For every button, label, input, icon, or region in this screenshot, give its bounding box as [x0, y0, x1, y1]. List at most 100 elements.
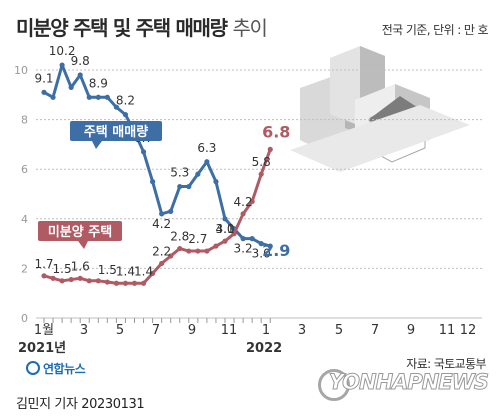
unsold-data-label: 1.5: [53, 262, 72, 276]
unsold-data-label: 2.8: [170, 230, 189, 244]
sales-data-label: 8.9: [89, 76, 108, 90]
sales-point: [213, 179, 219, 185]
sales-point: [140, 149, 147, 155]
unsold-callout-pointer-icon: [78, 241, 88, 249]
title-suffix: 추이: [232, 16, 268, 40]
chart-title: 미분양 주택 및 주택 매매량 추이: [16, 12, 268, 41]
sales-data-label: 10.2: [49, 44, 76, 58]
unsold-point: [131, 280, 138, 286]
x-tick-label: 9: [407, 323, 415, 338]
sales-series-callout: 주택 매매량: [70, 121, 162, 149]
unsold-point: [50, 275, 56, 281]
unsold-point: [168, 253, 174, 259]
sales-point: [59, 62, 65, 68]
sales-point: [150, 179, 156, 185]
watermark-ring-icon: [318, 369, 350, 401]
x-tick-label: 1: [262, 323, 270, 338]
unsold-data-label: 6.8: [262, 122, 290, 141]
sales-data-label: 3.0: [252, 247, 271, 261]
sales-point: [267, 243, 273, 249]
sales-point: [168, 208, 174, 214]
unsold-callout-box: [38, 221, 122, 241]
unsold-point: [204, 248, 210, 254]
y-tick-label: 4: [21, 213, 28, 226]
sales-data-label: 3.2: [234, 242, 253, 256]
y-tick-label: 2: [21, 262, 28, 275]
unsold-point: [222, 238, 228, 244]
data-labels: 9.110.29.88.98.26.74.25.36.34.03.23.02.9…: [34, 44, 290, 278]
title-main: 미분양 주택 및 주택 매매량: [16, 16, 228, 40]
unsold-point: [59, 278, 65, 284]
unsold-point: [86, 278, 92, 284]
sales-point: [159, 211, 165, 217]
agency-name: 연합뉴스: [43, 362, 86, 376]
unsold-data-label: 2.2: [152, 244, 171, 258]
unsold-series-callout: 미분양 주택: [38, 221, 122, 249]
y-tick-label: 6: [21, 163, 28, 176]
sales-callout-box: [70, 121, 162, 141]
sales-point: [195, 171, 201, 177]
y-tick-labels: 0 2 4 6 8 10: [14, 64, 28, 325]
sales-point: [186, 183, 192, 190]
byline: 김민지 기자 20230131: [16, 397, 145, 412]
unsold-point: [68, 276, 74, 283]
unsold-point: [122, 280, 129, 286]
unsold-data-label: 1.4: [134, 264, 153, 278]
series-lines: [41, 62, 273, 286]
unsold-data-label: 1.5: [98, 263, 117, 277]
year-label-2021: 2021년: [18, 341, 66, 356]
sales-point: [222, 216, 228, 222]
x-tick-label: 11: [221, 323, 238, 338]
unsold-point: [186, 248, 192, 254]
unsold-point: [240, 211, 246, 217]
unit-note: 전국 기준, 단위 : 만 호: [381, 23, 489, 37]
sales-data-label: 9.1: [34, 71, 53, 85]
x-tick-label: 3: [80, 323, 88, 338]
sales-point: [122, 112, 129, 118]
x-tick-label: 11: [439, 323, 456, 338]
sales-data-label: 6.3: [197, 141, 216, 155]
housing-illustration-icon: [290, 46, 470, 172]
sales-point: [104, 94, 110, 100]
sales-point: [258, 241, 264, 247]
sales-point: [95, 94, 101, 100]
unsold-point: [41, 273, 47, 279]
x-tick-label: 3: [298, 323, 306, 338]
sales-data-label: 8.2: [116, 94, 135, 108]
unsold-data-label: 4.2: [234, 195, 253, 209]
y-tick-label: 8: [21, 114, 28, 127]
y-tick-label: 10: [14, 64, 28, 77]
unsold-point: [104, 279, 110, 285]
unsold-data-label: 1.6: [71, 259, 90, 273]
agency-ring-icon: [26, 361, 40, 375]
sales-data-label: 9.8: [71, 54, 90, 68]
sales-data-label: 5.3: [170, 166, 189, 180]
unsold-point: [195, 248, 201, 254]
year-label-2022: 2022: [246, 341, 282, 356]
sales-point: [177, 183, 183, 190]
unsold-point: [267, 146, 273, 152]
unsold-point: [213, 243, 219, 249]
sales-series-name: 주택 매매량: [84, 124, 148, 140]
unsold-point: [159, 260, 165, 267]
unsold-data-label: 1.7: [34, 257, 53, 271]
sales-point: [77, 72, 83, 78]
unsold-point: [140, 280, 147, 286]
sales-point: [240, 236, 246, 242]
unsold-series-name: 미분양 주택: [48, 224, 112, 240]
y-tick-label: 0: [21, 312, 28, 325]
sales-data-label: 4.0: [215, 222, 234, 236]
x-tick-label: 12: [460, 323, 477, 338]
y-gridlines: [36, 69, 482, 319]
x-tick-label: 1월: [34, 323, 54, 338]
sales-point: [68, 84, 74, 90]
x-tick-label: 9: [188, 323, 196, 338]
unsold-point: [249, 198, 255, 205]
unsold-point: [95, 278, 101, 284]
sales-point: [249, 236, 255, 242]
sales-point: [204, 159, 210, 165]
x-tick-label: 7: [152, 323, 160, 338]
unsold-data-label: 1.4: [116, 264, 135, 278]
